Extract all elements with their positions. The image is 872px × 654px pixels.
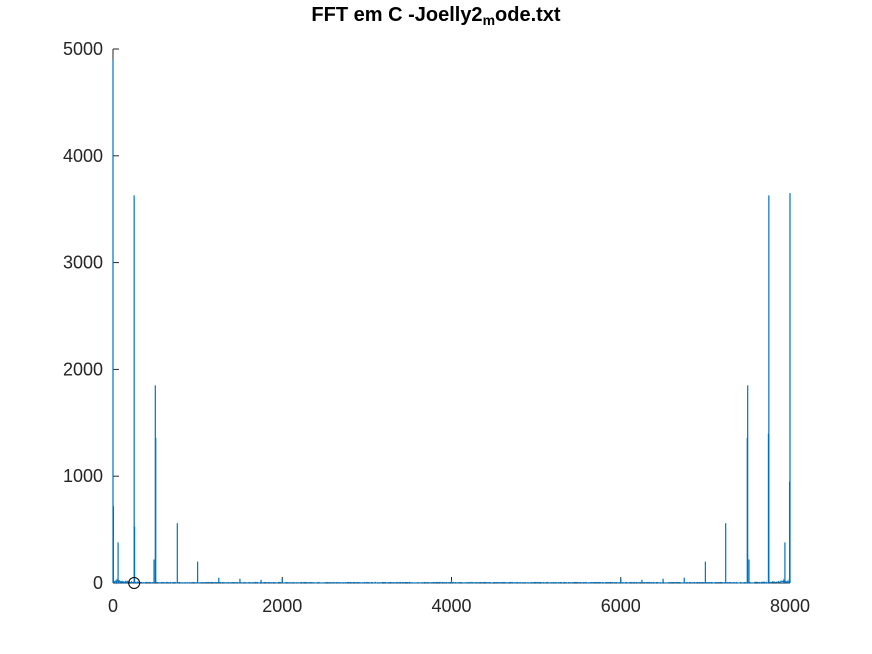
markers (128, 577, 141, 589)
y-tick-label: 3000 (63, 253, 103, 273)
y-tick-label: 1000 (63, 466, 103, 486)
x-tick-label: 4000 (431, 596, 471, 616)
tick-labels: 0 1000 2000 3000 4000 5000 0 2000 4000 6000 8000 (63, 39, 810, 616)
chart-title: FFT em C -Joelly2mode.txt (0, 4, 872, 28)
fft-series (112, 59, 791, 585)
x-tick-label: 0 (108, 596, 118, 616)
x-tick-label: 6000 (601, 596, 641, 616)
axes (112, 48, 791, 584)
marker-circle (128, 577, 141, 589)
y-tick-label: 4000 (63, 146, 103, 166)
chart-title-subscript: m (482, 12, 496, 28)
chart-title-main: FFT em C -Joelly2 (311, 4, 483, 26)
chart-title-suffix: ode.txt (495, 4, 561, 26)
y-tick-label: 0 (93, 573, 103, 593)
x-tick-label: 8000 (770, 596, 810, 616)
x-tick-label: 2000 (262, 596, 302, 616)
y-tick-label: 2000 (63, 359, 103, 379)
y-tick-label: 5000 (63, 39, 103, 59)
